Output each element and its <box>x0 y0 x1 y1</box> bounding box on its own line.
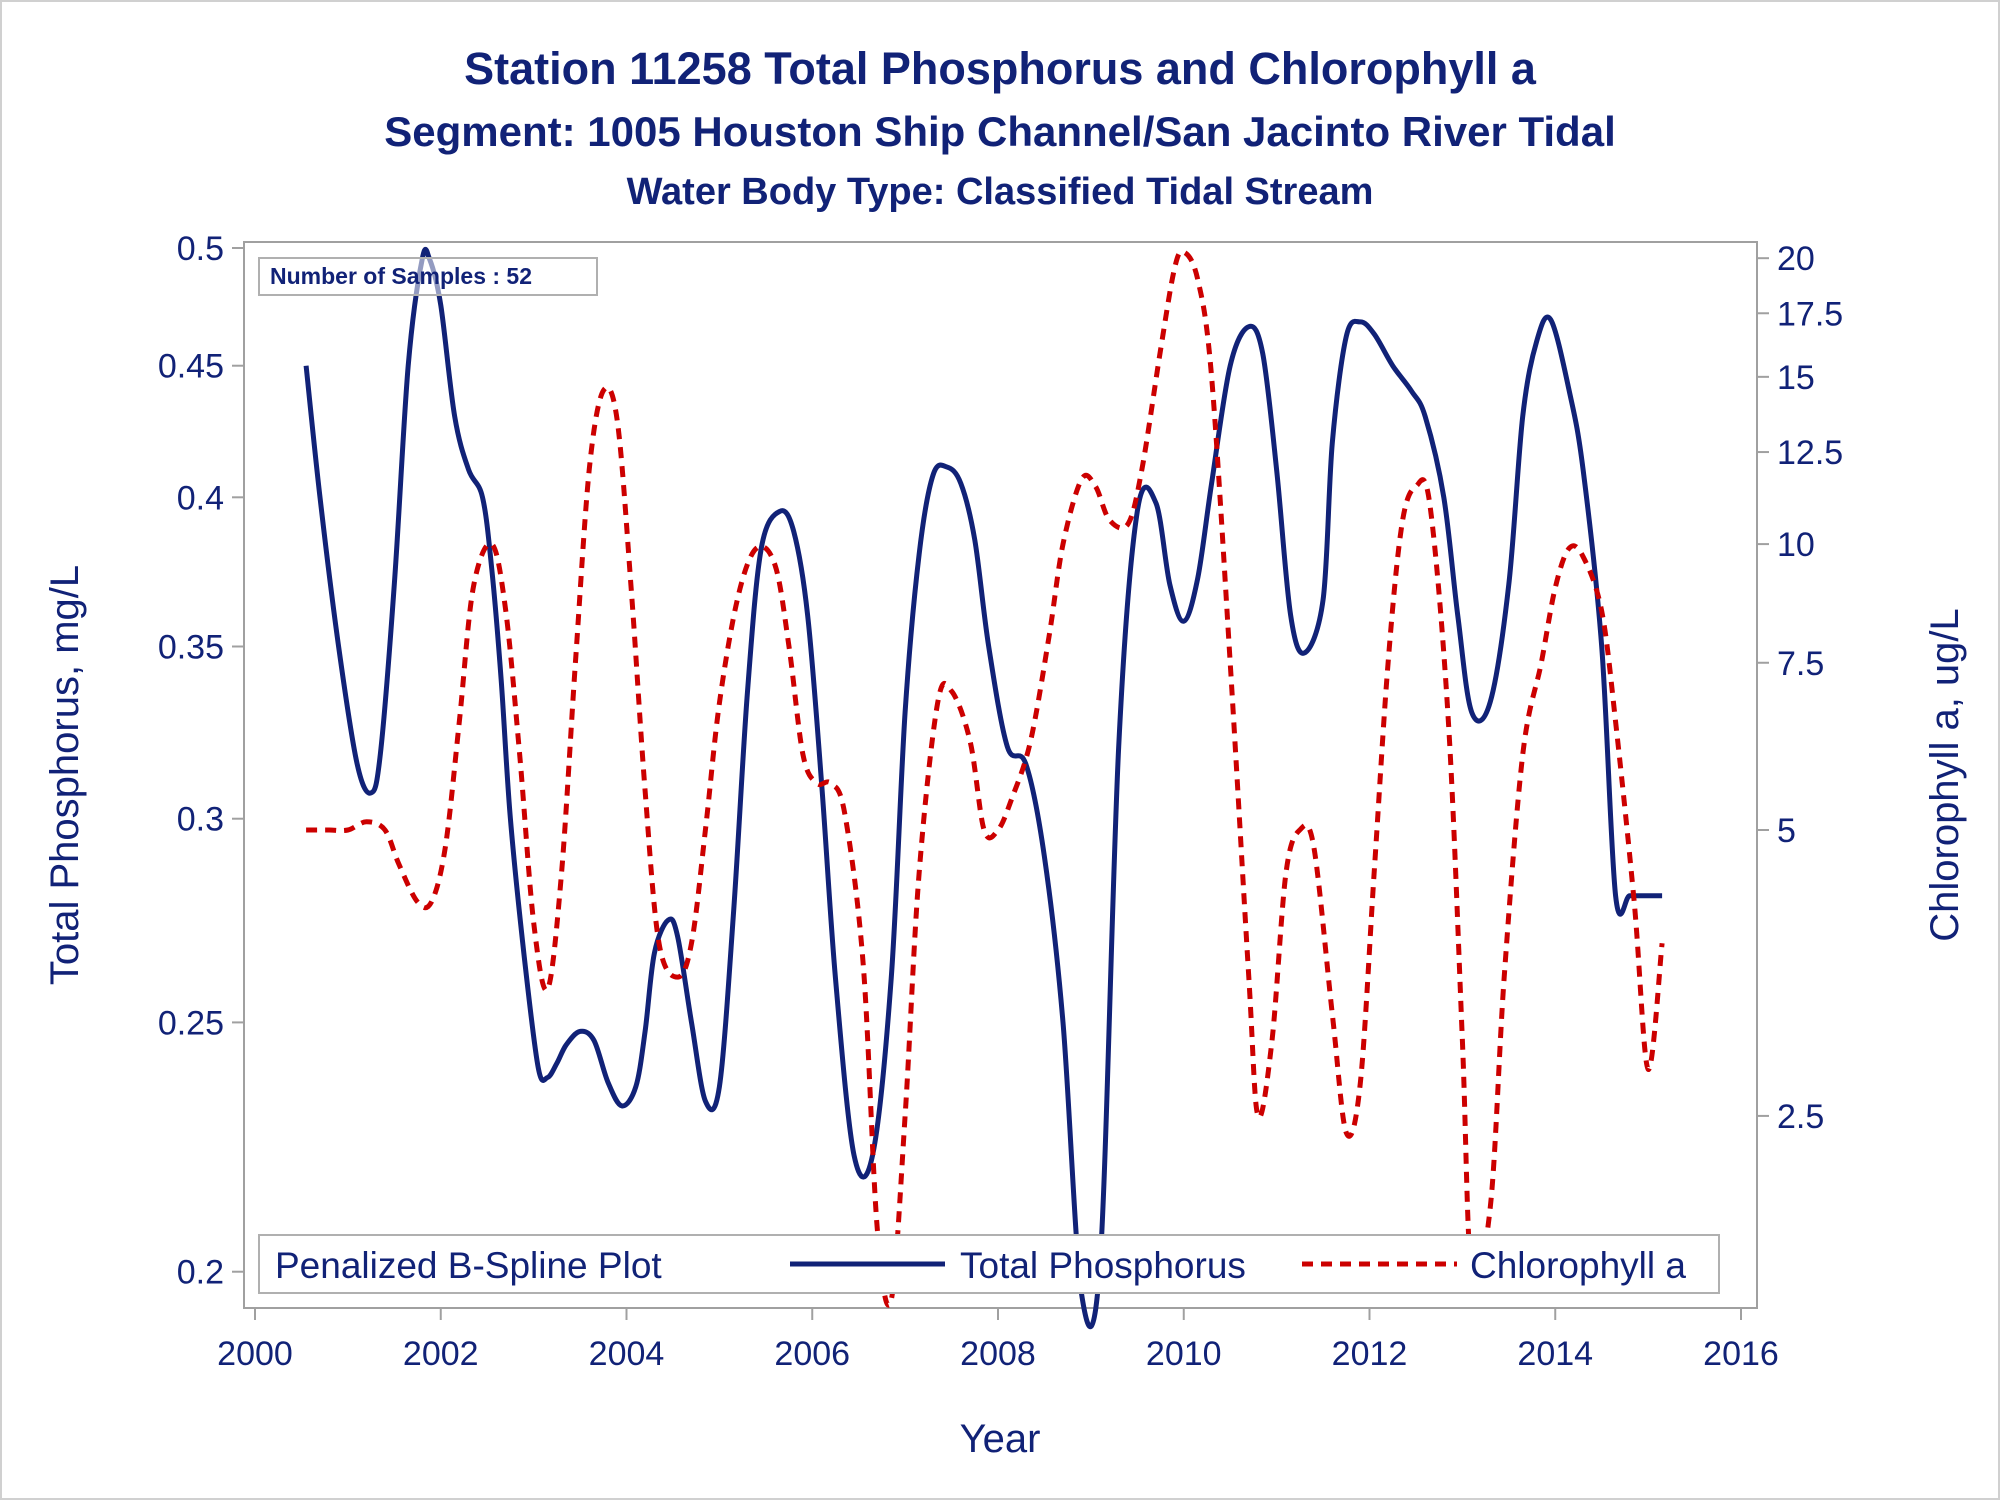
y-axis-right: 2.5 5 7.5 10 12.5 15 17.5 20 <box>1757 240 1843 1136</box>
x-tick-label: 2002 <box>403 1335 479 1373</box>
x-tick-label: 2012 <box>1332 1335 1408 1373</box>
y-tick-label: 0.35 <box>158 628 224 666</box>
series-layer <box>303 246 1665 1330</box>
x-axis-label: Year <box>960 1417 1041 1461</box>
sample-count-inset: Number of Samples : 52 <box>258 257 598 296</box>
y2-tick-label: 12.5 <box>1777 434 1843 472</box>
y2-tick-label: 7.5 <box>1777 645 1824 683</box>
legend: Penalized B-Spline Plot Total Phosphorus… <box>258 1234 1720 1294</box>
y2-tick-label: 20 <box>1777 240 1815 278</box>
x-tick-label: 2010 <box>1146 1335 1222 1373</box>
total-phosphorus-line <box>303 246 1663 1330</box>
sample-count-box <box>258 257 598 296</box>
y-axis-left: 0.2 0.25 0.3 0.35 0.4 0.45 0.5 <box>158 230 244 1292</box>
y2-tick-label: 2.5 <box>1777 1098 1824 1136</box>
y-axis-label-left: Total Phosphorus, mg/L <box>43 565 87 985</box>
x-axis: 2000 2002 2004 2006 2008 2010 2012 2014 2016 <box>217 1308 1779 1373</box>
x-tick-label: 2008 <box>960 1335 1036 1373</box>
chart-title: Station 11258 Total Phosphorus and Chlor… <box>464 43 1537 94</box>
x-tick-label: 2004 <box>589 1335 665 1373</box>
y-tick-label: 0.5 <box>177 230 224 268</box>
legend-label-total-phosphorus: Total Phosphorus <box>960 1245 1246 1286</box>
legend-box <box>258 1234 1720 1294</box>
y2-tick-label: 15 <box>1777 359 1815 397</box>
plot-area <box>243 241 1758 1309</box>
sample-count-label: Number of Samples : 52 <box>270 263 532 289</box>
legend-title: Penalized B-Spline Plot <box>275 1245 662 1286</box>
y2-tick-label: 17.5 <box>1777 295 1843 333</box>
y-tick-label: 0.3 <box>177 801 224 839</box>
y-tick-label: 0.45 <box>158 348 224 386</box>
y-axis-label-right: Chlorophyll a, ug/L <box>1923 608 1967 942</box>
chlorophyll-a-line <box>306 249 1665 1308</box>
legend-label-chlorophyll-a: Chlorophyll a <box>1470 1245 1686 1286</box>
chart-subtitle-segment: Segment: 1005 Houston Ship Channel/San J… <box>384 108 1616 155</box>
chart-subtitle-waterbody: Water Body Type: Classified Tidal Stream <box>627 171 1374 213</box>
y2-tick-label: 10 <box>1777 526 1815 564</box>
y2-tick-label: 5 <box>1777 812 1796 850</box>
y-tick-label: 0.2 <box>177 1254 224 1292</box>
x-tick-label: 2000 <box>217 1335 293 1373</box>
x-tick-label: 2006 <box>774 1335 850 1373</box>
y-tick-label: 0.25 <box>158 1004 224 1042</box>
x-tick-label: 2014 <box>1517 1335 1593 1373</box>
x-tick-label: 2016 <box>1703 1335 1779 1373</box>
y-tick-label: 0.4 <box>177 479 224 517</box>
